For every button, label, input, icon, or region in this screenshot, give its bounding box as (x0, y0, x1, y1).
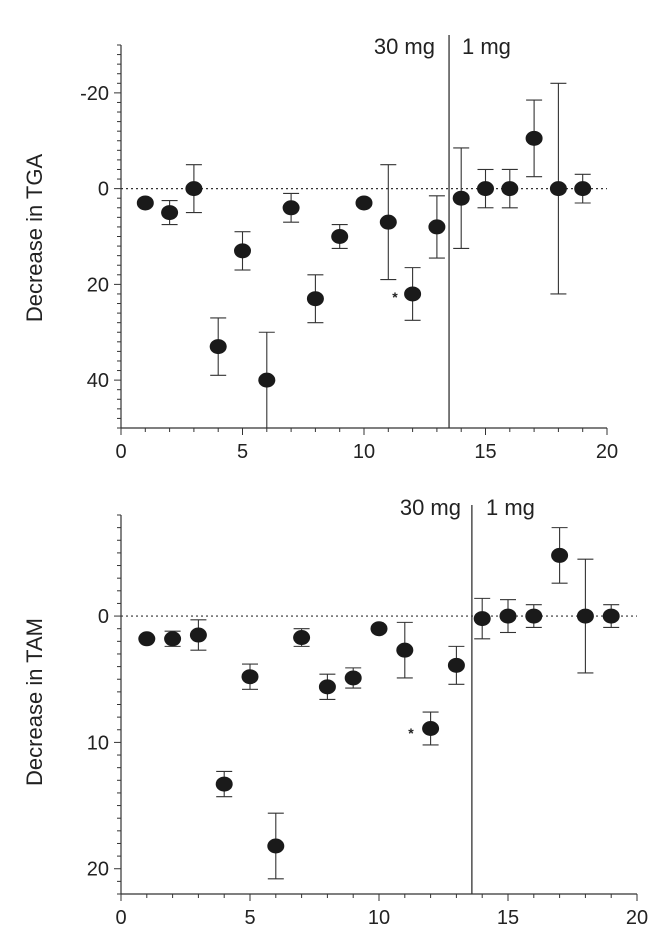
tam-data-point (293, 630, 311, 646)
tam-data-point (602, 608, 620, 624)
tga-y-tick-label: 0 (98, 179, 109, 201)
tga-data-point (501, 181, 519, 197)
tam-data-point (164, 631, 182, 647)
tam-data-point (189, 627, 207, 643)
tam-data-point (499, 608, 517, 624)
tga-panel: Decrease in TGA 30 mg 1 mg * -20 0 20 40 0 5 1… (22, 34, 618, 463)
tga-annotation-30mg: 30 mg (374, 34, 435, 59)
tga-y-axis-title: Decrease in TGA (22, 154, 47, 323)
tga-data-point (185, 181, 203, 197)
tam-data-point (525, 608, 543, 624)
tga-data-point (161, 205, 179, 221)
tam-y-axis-title: Decrease in TAM (22, 618, 47, 786)
tam-x-tick-label: 0 (115, 907, 126, 929)
tam-annotation-30mg: 30 mg (400, 495, 461, 520)
tga-annotation-1mg: 1 mg (462, 34, 511, 59)
tam-data-point (447, 657, 465, 673)
tga-data-point (477, 181, 494, 197)
tga-y-tick-label: -20 (80, 83, 109, 105)
tga-x-tick-label: 5 (237, 441, 248, 463)
tam-y-tick-label: 10 (87, 732, 109, 754)
tam-annotation-1mg: 1 mg (486, 495, 535, 520)
tam-y-tick-label: 0 (98, 606, 109, 628)
tga-data-point (428, 219, 446, 235)
tam-data-point (215, 776, 233, 792)
tga-x-tick-label: 10 (353, 441, 375, 463)
tam-significance-star: * (408, 725, 414, 741)
tam-x-tick-label: 10 (368, 907, 390, 929)
tga-data-point (136, 195, 154, 211)
tam-data-point (422, 721, 440, 737)
tga-x-tick-label: 20 (596, 441, 618, 463)
tga-data-point (452, 190, 470, 206)
tga-y-tick-label: 40 (87, 370, 109, 392)
tga-data-point (306, 291, 324, 307)
tam-data-point (138, 631, 156, 647)
tga-data-point (549, 181, 567, 197)
tga-data-point (258, 372, 276, 388)
tam-data-point (344, 670, 362, 686)
tga-data-point (355, 195, 373, 211)
tga-data-point (282, 200, 300, 216)
tam-data-point (318, 679, 336, 695)
tga-data-point (331, 229, 349, 244)
tam-data-point (267, 838, 285, 854)
tam-x-tick-label: 5 (244, 907, 255, 929)
tam-data-point (396, 642, 414, 658)
tga-data-point (234, 243, 251, 259)
tam-data-point (473, 611, 491, 627)
tam-panel: Decrease in TAM 30 mg 1 mg * 0 10 20 0 5 10 15… (22, 495, 648, 929)
tam-data-point (551, 547, 569, 563)
tam-data-point (576, 608, 594, 624)
tga-data-point (574, 181, 592, 197)
tga-y-tick-label: 20 (87, 274, 109, 296)
tga-significance-star: * (392, 289, 398, 305)
tam-data-point (370, 621, 388, 637)
tga-x-tick-label: 15 (474, 441, 496, 463)
tga-data-point (525, 130, 543, 146)
tam-x-tick-label: 15 (497, 907, 519, 929)
tam-y-tick-label: 20 (87, 859, 109, 881)
tga-data-point (209, 339, 227, 355)
tga-x-tick-label: 0 (115, 441, 126, 463)
tam-x-tick-label: 20 (626, 907, 648, 929)
tga-data-point (404, 286, 422, 302)
tam-data-point (241, 669, 259, 685)
tga-data-point (379, 214, 397, 230)
